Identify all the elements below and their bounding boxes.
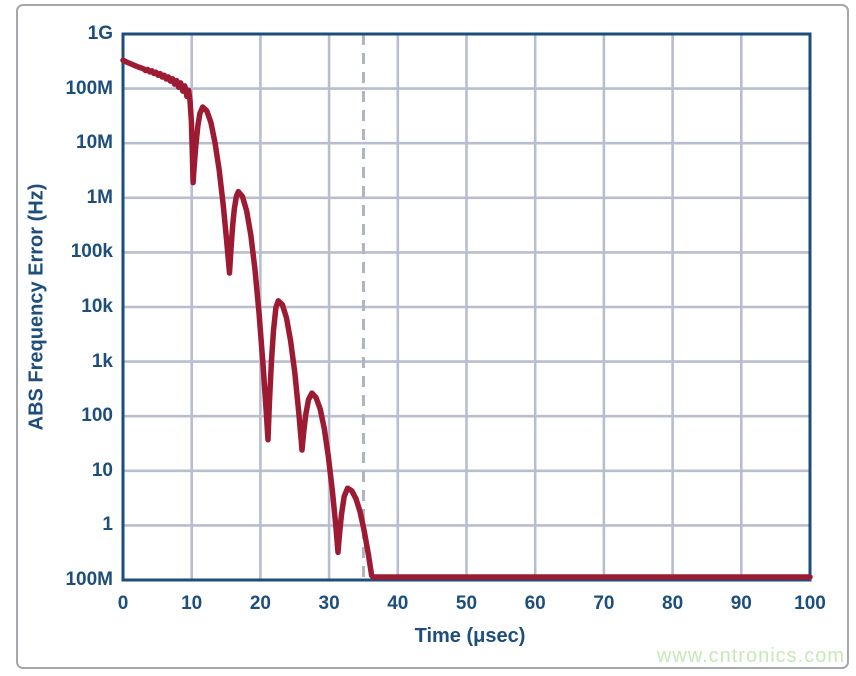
x-tick-label: 80	[662, 593, 684, 614]
x-tick-label: 90	[730, 593, 752, 614]
y-tick-label: 1M	[86, 186, 113, 208]
y-tick-label: 1	[102, 514, 113, 536]
x-tick-label: 30	[318, 593, 340, 614]
plot-border	[121, 32, 812, 582]
y-tick-label: 100M	[65, 77, 113, 99]
watermark-text: www.cntronics.com	[656, 645, 845, 667]
y-tick-label: 100k	[70, 241, 113, 263]
y-tick-label: 10	[91, 459, 113, 481]
page-border	[16, 4, 849, 669]
y-tick-label: 1k	[91, 350, 113, 372]
x-axis-title: Time (μsec)	[414, 625, 526, 647]
y-tick-label: 1G	[87, 23, 113, 44]
y-tick-label: 100	[81, 405, 113, 427]
x-tick-label: 60	[524, 593, 546, 614]
y-tick-label: 10k	[81, 296, 113, 317]
x-tick-label: 50	[455, 593, 478, 614]
x-tick-label: 100	[794, 593, 826, 614]
y-axis-title: ABS Frequency Error (Hz)	[25, 183, 48, 431]
x-tick-label: 20	[249, 593, 271, 614]
x-tick-label: 10	[181, 593, 203, 614]
y-tick-label: 10M	[76, 132, 113, 154]
x-tick-label: 40	[387, 593, 409, 614]
x-tick-label: 0	[117, 593, 129, 614]
frequency-error-curve	[120, 57, 813, 580]
x-tick-label: 70	[593, 593, 615, 614]
y-tick-label: 100M	[65, 569, 113, 590]
